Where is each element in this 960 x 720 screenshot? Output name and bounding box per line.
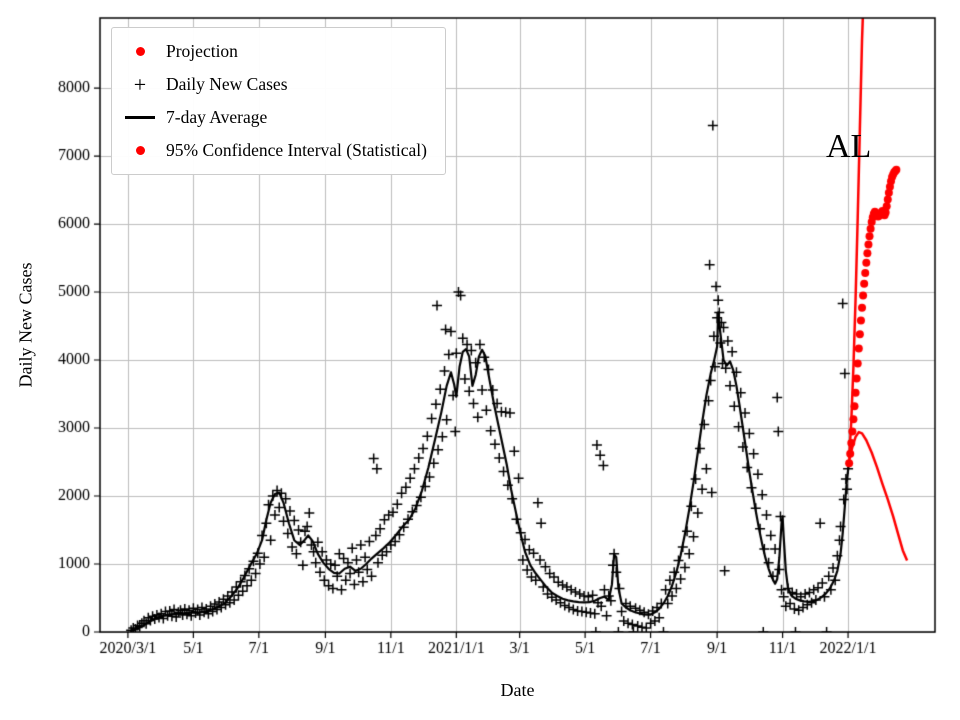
line-marker-icon — [122, 116, 158, 119]
legend-item-projection: Projection — [122, 35, 427, 68]
ci-dot-icon — [122, 146, 158, 155]
plus-marker-icon: + — [133, 71, 147, 97]
projection-dot-icon — [122, 47, 158, 56]
y-axis-label: Daily New Cases — [15, 262, 36, 388]
legend-item-daily-new-cases: + Daily New Cases — [122, 68, 427, 101]
x-axis-label: Date — [500, 680, 535, 700]
legend-label: 7-day Average — [166, 107, 268, 127]
legend-item-7day-average: 7-day Average — [122, 101, 427, 134]
legend-label: Daily New Cases — [166, 74, 288, 94]
chart-legend: Projection + Daily New Cases 7-day Avera… — [111, 27, 446, 175]
state-annotation: AL — [826, 128, 872, 165]
legend-label: 95% Confidence Interval (Statistical) — [166, 140, 427, 160]
legend-item-confidence-interval: 95% Confidence Interval (Statistical) — [122, 134, 427, 167]
legend-label: Projection — [166, 41, 238, 61]
